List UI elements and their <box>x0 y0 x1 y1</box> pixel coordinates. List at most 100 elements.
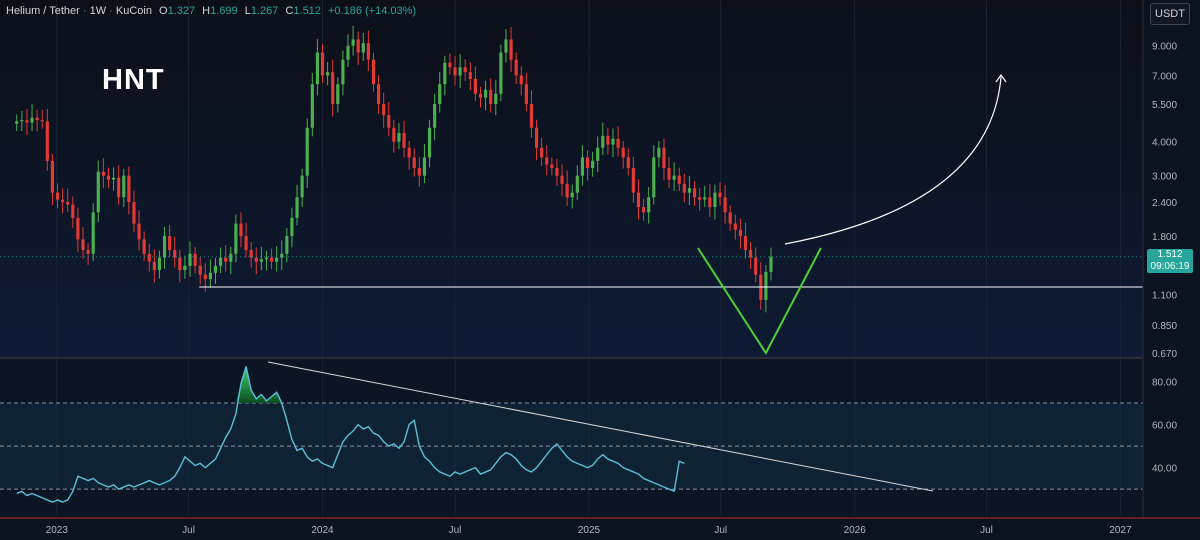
candle-body <box>213 265 218 273</box>
candle-body <box>285 236 289 254</box>
candle-body <box>188 253 192 266</box>
candle-body <box>524 84 528 104</box>
candle-body <box>738 229 742 237</box>
candle-body <box>71 204 75 218</box>
candle-body <box>392 127 396 142</box>
candle-body <box>692 188 697 198</box>
time-tick-label: 2023 <box>46 525 69 536</box>
time-tick-label: Jul <box>449 525 462 536</box>
candle-body <box>647 197 651 213</box>
candle-body <box>239 223 243 237</box>
candle-body <box>412 157 416 169</box>
high-label: H <box>202 5 211 17</box>
candle-body <box>35 117 39 121</box>
candle-body <box>361 43 365 53</box>
candle-body <box>754 257 758 275</box>
candle-body <box>96 171 100 213</box>
candle-body <box>621 147 625 158</box>
main-pane-background <box>0 0 1143 357</box>
candle-body <box>443 62 447 85</box>
candle-body <box>657 147 661 158</box>
rsi-trendline <box>267 361 934 492</box>
candle-body <box>473 78 477 94</box>
time-tick-label: 2027 <box>1109 525 1132 536</box>
candle-body <box>723 197 727 213</box>
candle-body <box>601 135 605 148</box>
price-tick-label: 2.400 <box>1152 198 1177 209</box>
interval-label[interactable]: 1W <box>89 5 107 17</box>
rsi-line <box>16 366 685 503</box>
candle-body <box>585 157 590 169</box>
candle-body <box>244 236 248 251</box>
candle-body <box>682 183 686 193</box>
price-tick-label: 3.000 <box>1152 172 1177 183</box>
candle-body <box>631 168 635 193</box>
candle-body <box>769 256 773 272</box>
candle-body <box>137 223 141 240</box>
candle-body <box>264 257 269 260</box>
open-value: 1.327 <box>167 5 196 17</box>
candle-body <box>743 236 748 251</box>
candle-body <box>728 212 732 224</box>
candle-body <box>371 59 376 85</box>
candle-body <box>433 103 437 128</box>
candle-body <box>494 93 498 104</box>
candle-body <box>636 192 641 208</box>
candle-body <box>147 253 151 262</box>
time-tick-label: 2024 <box>311 525 334 536</box>
candle-body <box>295 197 299 218</box>
open-label: O <box>159 5 168 17</box>
candle-body <box>376 84 381 104</box>
candle-body <box>66 202 70 205</box>
candle-body <box>40 120 44 122</box>
candle-body <box>672 175 676 180</box>
candle-body <box>667 168 671 180</box>
time-tick-label: Jul <box>714 525 727 536</box>
annotation-title: HNT <box>102 64 165 96</box>
candle-body <box>453 67 457 76</box>
time-axis-background <box>0 518 1200 540</box>
candle-body <box>259 259 263 262</box>
candle-body <box>591 160 595 169</box>
candle-body <box>448 62 452 68</box>
candle-body <box>45 121 49 161</box>
candle-body <box>30 117 34 123</box>
candle-body <box>61 199 65 203</box>
candle-body <box>570 192 574 198</box>
candle-body <box>514 59 518 76</box>
candle-body <box>106 175 111 180</box>
candle-body <box>575 175 579 193</box>
candle-body <box>326 72 330 76</box>
currency-button[interactable]: USDT <box>1150 3 1190 25</box>
candle-body <box>55 192 60 200</box>
symbol-header: Helium / Tether · 1W · KuCoin O1.327 H1.… <box>6 5 417 17</box>
price-tick-label: 7.000 <box>1152 71 1177 82</box>
candle-body <box>178 257 182 271</box>
candle-body <box>269 257 274 262</box>
candle-body <box>484 89 488 98</box>
candle-body <box>397 133 401 142</box>
low-value: 1.267 <box>250 5 279 17</box>
candle-body <box>504 39 508 53</box>
candle-body <box>208 272 212 280</box>
candle-body <box>687 188 692 193</box>
candle-body <box>708 197 712 208</box>
symbol-name[interactable]: Helium / Tether <box>6 5 80 17</box>
high-value: 1.699 <box>210 5 238 17</box>
candle-body <box>193 253 197 266</box>
rsi-tick-label: 40.00 <box>1152 464 1177 475</box>
candle-body <box>341 59 345 85</box>
rsi-tick-label: 60.00 <box>1152 421 1177 432</box>
candle-body <box>351 39 355 46</box>
candle-body <box>764 271 768 300</box>
rsi-tick-label: 80.00 <box>1152 378 1177 389</box>
candle-body <box>677 175 681 184</box>
candle-body <box>254 257 258 262</box>
price-tick-label: 0.670 <box>1152 349 1177 360</box>
candle-body <box>703 197 707 200</box>
candle-body <box>534 127 539 148</box>
candle-body <box>641 207 646 213</box>
candle-body <box>509 39 513 60</box>
